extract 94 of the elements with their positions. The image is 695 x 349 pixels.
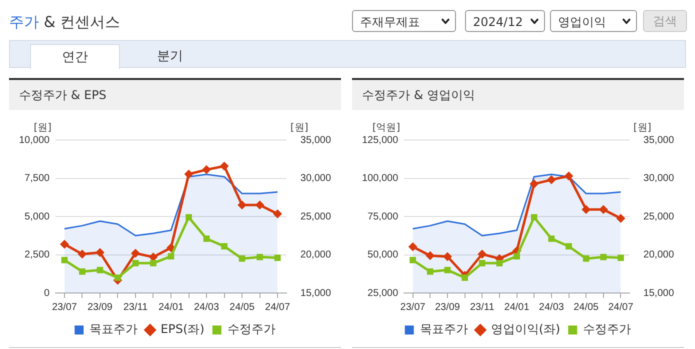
y-axis-title: [원]	[34, 122, 52, 134]
point	[256, 254, 263, 260]
y-tick-label: 5,000	[24, 211, 50, 222]
point	[426, 268, 434, 275]
x-tick-label: 23/07	[400, 302, 426, 313]
y2-tick-label: 15,000	[643, 288, 674, 299]
point	[61, 256, 68, 264]
point	[566, 243, 572, 250]
chart-title: 수정주가 & EPS	[9, 80, 341, 110]
y2-tick-label: 35,000	[300, 134, 332, 146]
point	[186, 214, 192, 220]
y2-tick-label: 25,000	[643, 211, 674, 222]
y-tick-label: 7,500	[24, 173, 50, 184]
x-tick-label: 24/05	[574, 302, 600, 313]
y2-tick-label: 20,000	[300, 250, 332, 260]
x-tick-label: 23/07	[52, 302, 78, 313]
y2-tick-label: 15,000	[300, 288, 332, 299]
text: 2024/12	[473, 15, 523, 29]
point	[221, 243, 228, 250]
y-tick-label: 25,000	[368, 288, 399, 299]
x-tick-label: 24/07	[265, 302, 290, 313]
x-tick-label: 23/09	[434, 302, 460, 313]
point	[168, 253, 174, 260]
legend-label: 수정주가	[227, 322, 276, 336]
legend-label: EPS(좌)	[160, 322, 204, 336]
y2-axis-title: [원]	[290, 122, 308, 134]
point	[600, 254, 607, 260]
point	[78, 250, 87, 259]
point	[442, 252, 452, 262]
y-tick-label: 0	[44, 288, 50, 299]
point	[546, 175, 556, 184]
y-axis-title: [억원]	[372, 122, 400, 134]
point	[462, 274, 468, 281]
text: 영업이익	[558, 15, 606, 29]
x-tick-label: 24/03	[538, 302, 564, 313]
point	[496, 260, 503, 266]
x-tick-label: 24/07	[608, 302, 634, 313]
point	[530, 214, 538, 220]
text: 주재무제표	[360, 15, 420, 29]
y-tick-label: 10,000	[18, 134, 50, 146]
point	[618, 254, 624, 261]
point	[255, 200, 264, 210]
point	[79, 268, 86, 275]
point	[530, 179, 539, 188]
legend-label: 목표주가	[420, 322, 468, 336]
text: 연간	[30, 44, 120, 69]
chart-title: 수정주가 & 영업이익	[352, 80, 684, 110]
x-tick-label: 24/01	[158, 302, 184, 313]
legend-label: 영업이익(좌)	[490, 322, 560, 336]
x-tick-label: 23/09	[87, 302, 113, 313]
point	[478, 250, 487, 259]
y-tick-label: 125,000	[362, 134, 399, 146]
point	[478, 260, 486, 266]
legend-label: 목표주가	[90, 322, 138, 336]
text: 주가 & 컨센서스	[9, 13, 120, 31]
point	[616, 214, 626, 223]
point	[410, 256, 416, 264]
y2-tick-label: 35,000	[643, 134, 674, 146]
y-tick-label: 75,000	[368, 211, 399, 222]
text: 분기	[156, 48, 184, 66]
point	[60, 240, 69, 249]
y-tick-label: 100,000	[362, 173, 399, 184]
y2-axis-title: [원]	[633, 122, 652, 134]
point	[582, 255, 590, 262]
point	[426, 251, 435, 260]
y2-tick-label: 30,000	[300, 173, 332, 184]
x-tick-label: 24/01	[504, 302, 530, 313]
point	[564, 171, 574, 180]
point	[238, 255, 246, 262]
point	[150, 260, 156, 266]
point	[408, 242, 418, 252]
point	[274, 254, 281, 261]
point	[514, 253, 520, 260]
point	[203, 236, 210, 242]
point	[184, 170, 194, 179]
y2-tick-label: 25,000	[300, 211, 332, 222]
point	[273, 209, 282, 218]
point	[548, 236, 555, 242]
x-tick-label: 24/05	[230, 302, 255, 313]
y2-tick-label: 30,000	[643, 173, 674, 184]
point	[220, 162, 229, 171]
x-tick-label: 24/03	[194, 302, 220, 313]
y-tick-label: 50,000	[368, 250, 399, 260]
point	[202, 165, 212, 174]
x-tick-label: 23/11	[470, 302, 495, 313]
point	[130, 248, 140, 258]
point	[95, 248, 104, 257]
point	[132, 260, 139, 266]
legend-label: 수정주가	[583, 322, 632, 336]
y-tick-label: 2,500	[24, 250, 50, 260]
y2-tick-label: 20,000	[643, 250, 674, 260]
point	[114, 274, 121, 281]
x-tick-label: 23/11	[123, 302, 148, 313]
text: 검색	[643, 10, 687, 32]
